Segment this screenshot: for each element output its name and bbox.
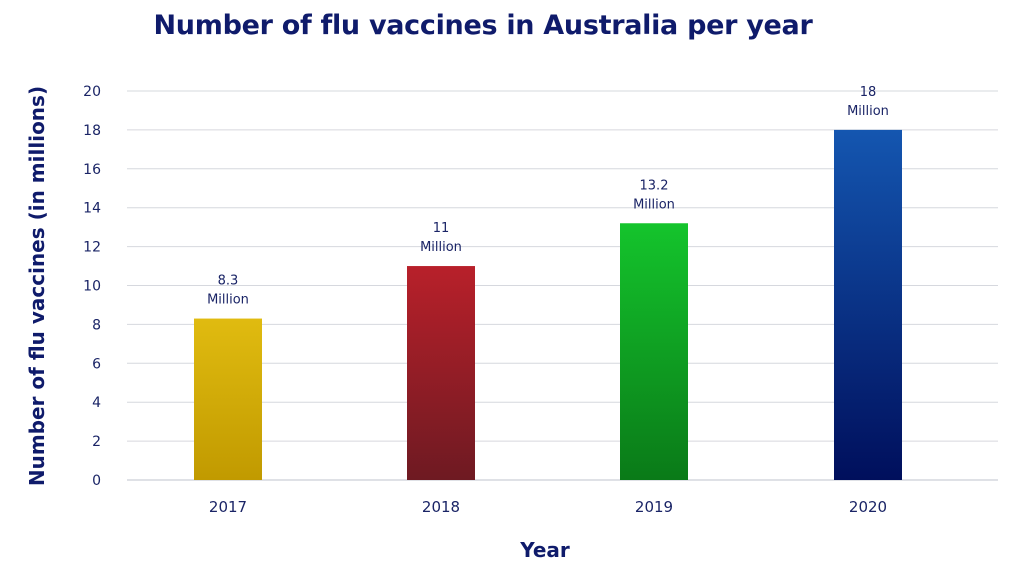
y-tick-label: 18 bbox=[83, 123, 101, 139]
y-tick-label: 16 bbox=[83, 162, 101, 178]
data-label: 8.3 bbox=[218, 274, 239, 289]
y-tick-label: 8 bbox=[92, 317, 101, 333]
data-label: Million bbox=[420, 240, 462, 255]
data-label: Million bbox=[847, 104, 889, 119]
x-tick-label: 2017 bbox=[209, 498, 247, 516]
x-axis-label: Year bbox=[520, 538, 570, 562]
y-tick-label: 4 bbox=[92, 395, 101, 411]
data-labels: 8.3 Million 11 Million 13.2 Million 18 Million bbox=[207, 85, 889, 308]
x-tick-label: 2020 bbox=[849, 498, 887, 516]
x-tick-label: 2019 bbox=[635, 498, 673, 516]
y-tick-label: 14 bbox=[83, 201, 101, 217]
bar-2017 bbox=[194, 318, 262, 480]
bars bbox=[194, 129, 902, 480]
data-label: Million bbox=[207, 293, 249, 308]
data-label: 18 bbox=[860, 85, 877, 100]
bar-2018 bbox=[407, 266, 475, 480]
bar-2020 bbox=[834, 129, 902, 480]
y-tick-label: 10 bbox=[83, 279, 101, 295]
x-tick-label: 2018 bbox=[422, 498, 460, 516]
chart-title: Number of flu vaccines in Australia per … bbox=[153, 10, 813, 41]
y-tick-label: 6 bbox=[92, 356, 101, 372]
data-label: Million bbox=[633, 197, 675, 212]
y-tick-label: 0 bbox=[92, 473, 101, 489]
y-tick-labels: 0 2 4 6 8 10 12 14 16 18 20 bbox=[83, 84, 101, 489]
data-label: 13.2 bbox=[640, 178, 669, 193]
bar-2019 bbox=[620, 223, 688, 480]
y-tick-label: 12 bbox=[83, 240, 101, 256]
data-label: 11 bbox=[433, 221, 450, 236]
y-tick-label: 2 bbox=[92, 434, 101, 450]
x-tick-labels: 2017 2018 2019 2020 bbox=[209, 498, 887, 516]
y-tick-label: 20 bbox=[83, 84, 101, 100]
